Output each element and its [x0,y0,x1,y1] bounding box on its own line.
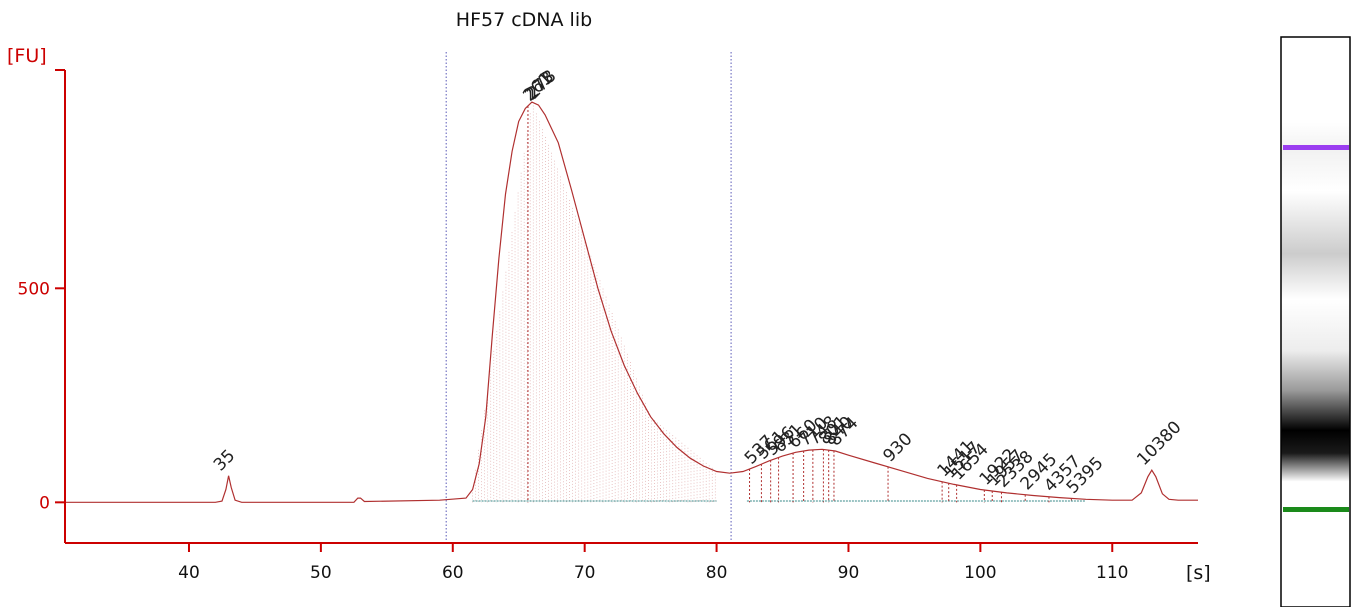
x-tick-label: 60 [442,563,464,583]
x-tick-label: 90 [838,563,860,583]
chart-title: HF57 cDNA lib [456,9,592,31]
axis-ticks: 40 50 60 70 80 90 100 110 0 500 [18,279,1129,583]
x-tick-label: 80 [706,563,728,583]
gel-upper-marker-band [1283,145,1349,150]
x-tick-label: 100 [964,563,996,583]
gel-lower-marker-band [1283,507,1349,512]
peak-size-label: 930 [879,429,916,466]
y-tick-label: 0 [39,493,50,513]
marker-size-label: 10380 [1133,417,1185,469]
x-tick-label: 70 [574,563,596,583]
x-tick-label: 40 [178,563,200,583]
peak-fill-lines [472,105,716,503]
x-tick-label: 110 [1096,563,1128,583]
x-axis-label: [s] [1186,562,1211,584]
marker-size-label: 35 [210,446,239,475]
y-tick-label: 500 [18,279,50,299]
y-axis-label: [FU] [7,45,47,67]
region-markers [445,52,732,543]
gel-lane [1280,36,1351,607]
x-tick-label: 50 [310,563,332,583]
fluorescence-trace [65,101,1198,503]
